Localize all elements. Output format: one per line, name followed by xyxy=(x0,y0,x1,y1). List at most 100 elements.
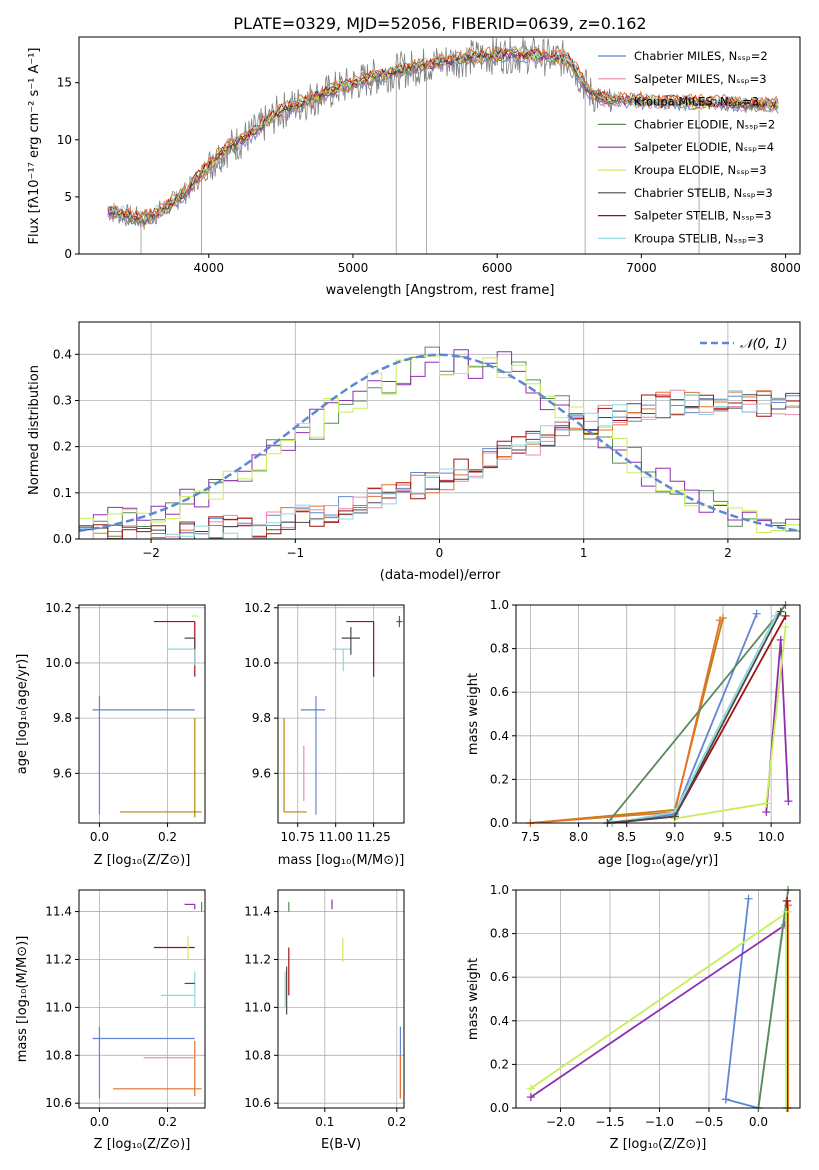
mass-vs-ebv-plot-area: 0.1 0.2 10.6 10.8 11.0 11.2 11.4 xyxy=(244,890,406,1129)
weight_vs_age-ytick-label: 0.2 xyxy=(490,772,509,786)
histogram-legend: 𝒩(0, 1) xyxy=(700,337,787,352)
age-vs-Z-plot-area: 0.0 0.2 9.6 9.8 10.0 10.2 xyxy=(45,601,205,844)
histogram-frame xyxy=(78,321,801,540)
weight_vs_age-xtick-label: 10.0 xyxy=(758,830,785,844)
weight_vs_Z-xtick-label: −1.5 xyxy=(595,1115,624,1129)
age_vs_mass-xtick-label: 10.75 xyxy=(281,830,315,844)
weight_vs_Z-ytick-label: 1.0 xyxy=(490,883,509,897)
histogram-step-line xyxy=(79,391,800,539)
spectrum-xtick-label: 8000 xyxy=(770,261,801,275)
spectrum-panel: 4000 5000 6000 7000 8000 0 5 10 15 wavelength [A… xyxy=(27,36,801,298)
histogram-xtick-label: −1 xyxy=(286,546,304,560)
weight_vs_Z-xtick-label: 0.0 xyxy=(749,1115,768,1129)
legend-label: Chabrier MILES, Nₛₛₚ=2 xyxy=(634,49,768,63)
histogram-step-line xyxy=(79,389,800,539)
model-spectrum-line xyxy=(107,48,779,221)
spectrum-xlabel: wavelength [Angstrom, rest frame] xyxy=(326,283,555,298)
weight-series-line xyxy=(530,620,721,824)
spectrum-xtick-label: 7000 xyxy=(626,261,657,275)
spectrum-plot-area: 4000 5000 6000 7000 8000 0 5 10 15 xyxy=(57,37,801,275)
mass_vs_ebv-ytick-label: 10.8 xyxy=(244,1048,271,1062)
legend-label: Chabrier ELODIE, Nₛₛₚ=2 xyxy=(634,117,775,131)
mass_vs_Z-ytick-label: 11.0 xyxy=(45,1000,72,1014)
histogram-panel: −2 −1 0 1 2 0.0 0.1 0.2 0.3 0.4 (data-model)/erro… xyxy=(27,321,801,583)
weight_vs_Z-ytick-label: 0.6 xyxy=(490,970,509,984)
histogram-ytick-label: 0.1 xyxy=(53,486,72,500)
mass_vs_ebv-ytick-label: 11.4 xyxy=(244,905,271,919)
histogram-lines xyxy=(79,346,800,539)
age_vs_mass-xtick-label: 11.25 xyxy=(356,830,390,844)
weight_vs_Z-ytick-label: 0.8 xyxy=(490,927,509,941)
legend-label: Salpeter MILES, Nₛₛₚ=3 xyxy=(634,72,767,86)
legend-label: Chabrier STELIB, Nₛₛₚ=3 xyxy=(634,186,773,200)
spectrum-lines xyxy=(107,37,779,254)
mass-vs-Z-panel: 0.0 0.2 10.6 10.8 11.0 11.2 11.4 Z [log₁₀(Z/Z⊙… xyxy=(15,889,206,1152)
spectrum-ytick-label: 15 xyxy=(57,76,72,90)
age-vs-Z-xlabel: Z [log₁₀(Z/Z⊙)] xyxy=(94,853,191,868)
histogram-ytick-label: 0.3 xyxy=(53,393,72,407)
spectrum-ytick-label: 10 xyxy=(57,133,72,147)
weight-series-line xyxy=(724,898,759,1109)
spectrum-ytick-label: 5 xyxy=(64,190,72,204)
mass_vs_Z-ytick-label: 11.2 xyxy=(45,952,72,966)
histogram-ytick-label: 0.0 xyxy=(53,532,72,546)
weight-series-line xyxy=(607,613,758,824)
age-vs-Z-frame xyxy=(78,604,206,824)
weight-vs-Z-xlabel: Z [log₁₀(Z/Z⊙)] xyxy=(610,1137,707,1152)
weight_vs_Z-xtick-label: −2.0 xyxy=(546,1115,575,1129)
legend-label: Kroupa STELIB, Nₛₛₚ=3 xyxy=(634,231,764,245)
weight_vs_Z-xtick-label: −0.5 xyxy=(694,1115,723,1129)
histogram-ylabel: Normed distribution xyxy=(27,365,42,495)
histogram-ytick-label: 0.4 xyxy=(53,347,72,361)
mass_vs_Z-ytick-label: 10.8 xyxy=(45,1048,72,1062)
age_vs_mass-ytick-label: 10.0 xyxy=(244,656,271,670)
weight-series-line xyxy=(765,639,790,813)
weight-vs-Z-ylabel: mass weight xyxy=(466,958,481,1040)
age_vs_mass-errorbars xyxy=(283,616,403,815)
gaussian-legend-label: 𝒩(0, 1) xyxy=(740,337,787,352)
weight_vs_Z-series xyxy=(526,886,793,1112)
age-vs-mass-panel: 10.75 11.00 11.25 9.6 9.8 10.0 10.2 mass [log₁… xyxy=(244,601,405,868)
histogram-step-line xyxy=(79,355,800,533)
mass_vs_Z-errorbars xyxy=(92,901,203,1099)
weight_vs_age-xtick-label: 8.5 xyxy=(617,830,636,844)
weight-series-line xyxy=(530,911,789,1090)
age-vs-mass-frame xyxy=(277,604,405,824)
mass-vs-Z-plot-area: 0.0 0.2 10.6 10.8 11.0 11.2 11.4 xyxy=(45,890,205,1129)
mass_vs_Z-ytick-label: 11.4 xyxy=(45,905,72,919)
weight-series-line xyxy=(606,604,787,824)
spectrum-xtick-label: 5000 xyxy=(338,261,369,275)
age_vs_Z-ytick-label: 10.0 xyxy=(45,656,72,670)
weight_vs_age-xtick-label: 7.5 xyxy=(521,830,540,844)
histogram-xtick-label: −2 xyxy=(142,546,160,560)
mass-vs-Z-frame xyxy=(78,889,206,1109)
mass-vs-ebv-frame xyxy=(277,889,405,1109)
spectrum-ytick-label: 0 xyxy=(64,247,72,261)
age-vs-Z-ylabel: age [log₁₀(age/yr)] xyxy=(15,654,30,775)
age_vs_Z-errorbars xyxy=(92,615,202,818)
weight-series-line xyxy=(530,924,786,1098)
mass_vs_ebv-ytick-label: 11.0 xyxy=(244,1000,271,1014)
histogram-step-line xyxy=(79,394,800,539)
model-spectrum-line xyxy=(107,45,779,221)
mass-vs-ebv-xlabel: E(B-V) xyxy=(321,1137,361,1152)
mass_vs_ebv-errorbars xyxy=(284,899,401,1099)
histogram-step-line xyxy=(79,392,800,539)
weight-vs-Z-panel: −2.0 −1.5 −1.0 −0.5 0.0 0.0 0.2 0.4 0.6 0.8 1.0 Z … xyxy=(466,883,801,1152)
histogram-xtick-label: 1 xyxy=(580,546,588,560)
weight_vs_age-ytick-label: 0.6 xyxy=(490,685,509,699)
mass_vs_ebv-xtick-label: 0.1 xyxy=(315,1115,334,1129)
weight_vs_Z-ytick-label: 0.4 xyxy=(490,1014,509,1028)
weight_vs_Z-ytick-label: 0.2 xyxy=(490,1057,509,1071)
age-vs-mass-xlabel: mass [log₁₀(M/M⊙)] xyxy=(278,853,405,868)
spectrum-xtick-label: 4000 xyxy=(194,261,225,275)
histogram-xlabel: (data-model)/error xyxy=(380,568,501,583)
legend-label: Kroupa ELODIE, Nₛₛₚ=3 xyxy=(634,163,767,177)
age_vs_Z-xtick-label: 0.2 xyxy=(158,830,177,844)
weight_vs_age-ytick-label: 1.0 xyxy=(490,598,509,612)
histogram-ytick-label: 0.2 xyxy=(53,440,72,454)
weight_vs_age-ytick-label: 0.0 xyxy=(490,816,509,830)
spectrum-ylabel: Flux [fλ10⁻¹⁷ erg cm⁻² s⁻¹ A⁻¹] xyxy=(27,48,42,245)
age_vs_Z-xtick-label: 0.0 xyxy=(90,830,109,844)
